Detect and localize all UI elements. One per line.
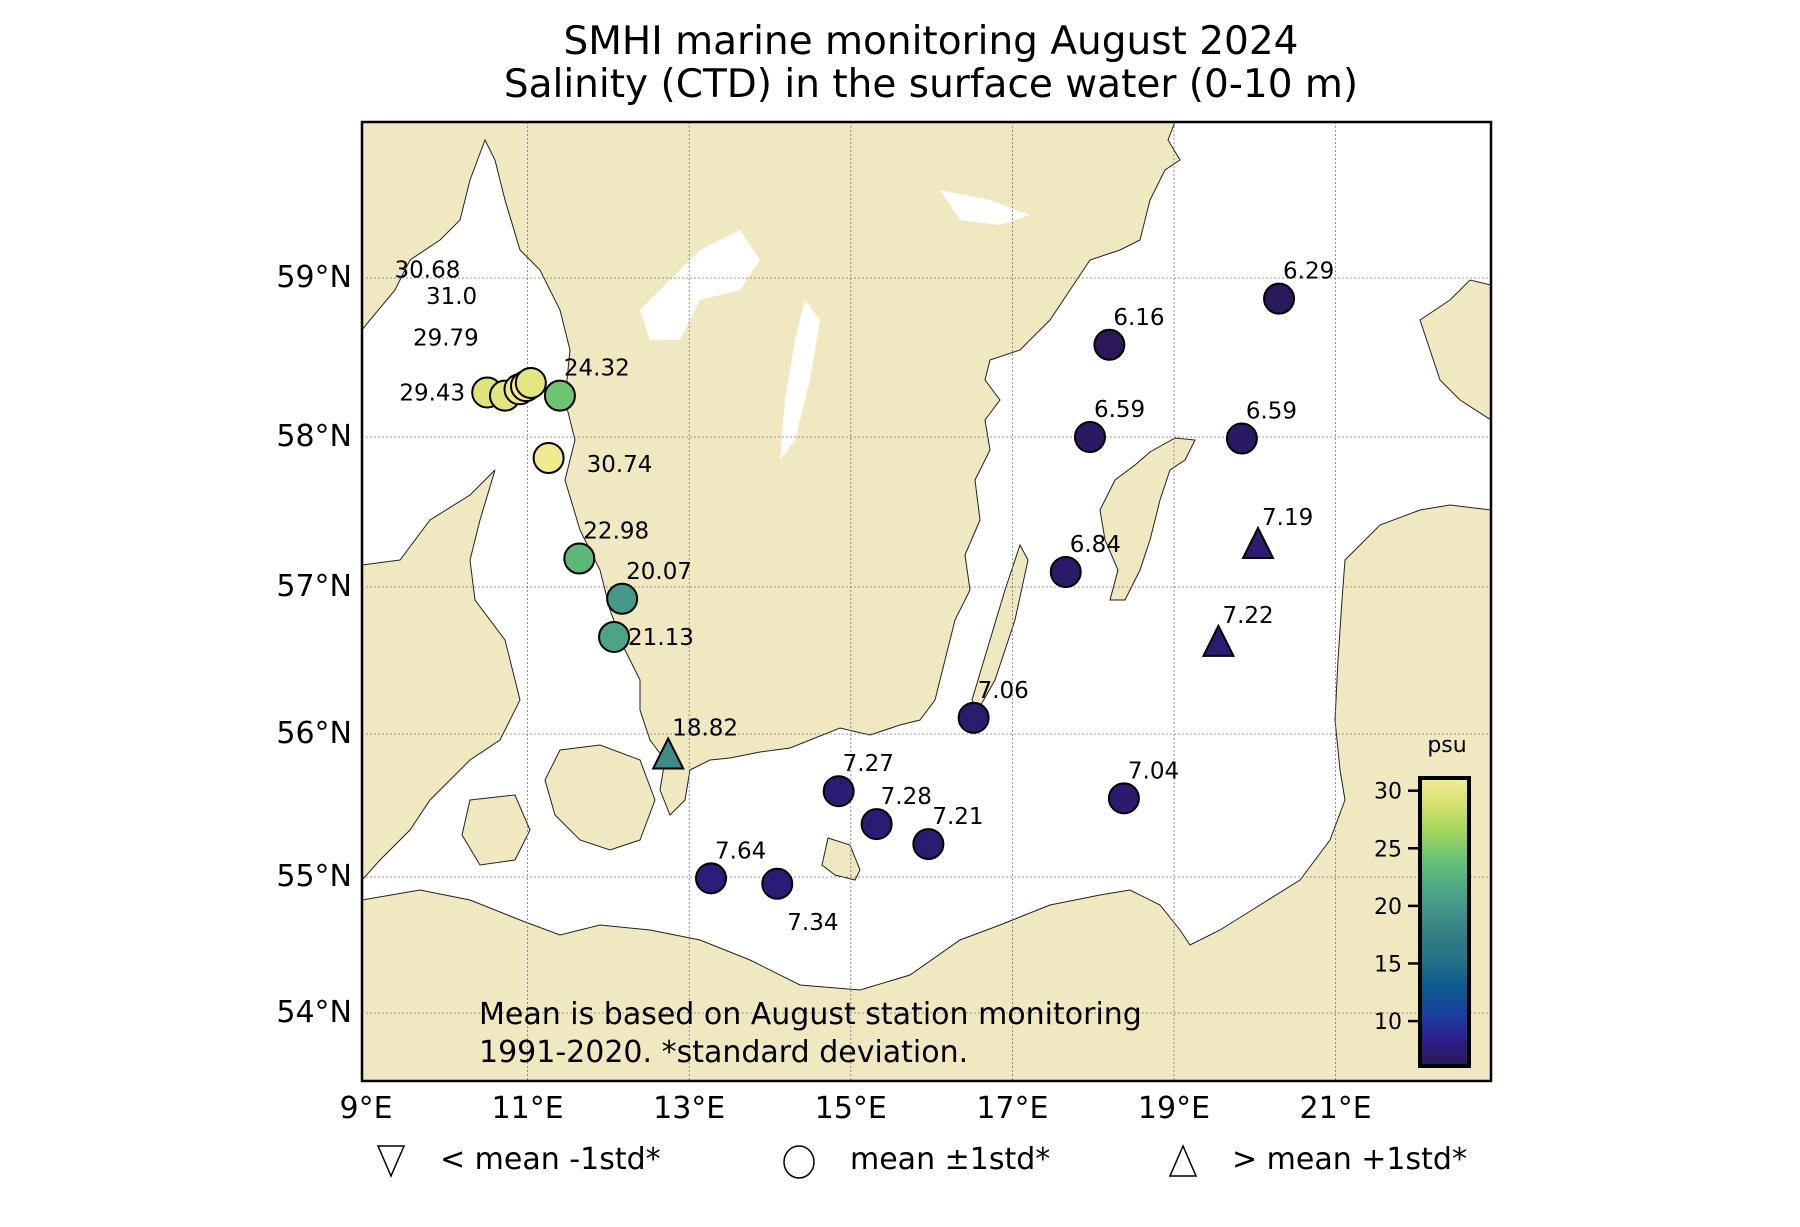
station-value-label: 18.82 — [672, 715, 738, 741]
colorbar-tick-label: 10 — [1374, 1010, 1402, 1035]
land-jutland — [362, 469, 521, 881]
station-value-label: 22.98 — [583, 519, 649, 545]
station-marker-circle — [1225, 422, 1258, 455]
y-tick-label: 57°N — [276, 569, 352, 604]
station-value-label: 6.59 — [1094, 397, 1145, 423]
x-tick-label: 19°E — [1137, 1091, 1211, 1126]
station-value-label: 6.16 — [1113, 305, 1164, 331]
triangle-up-icon — [1168, 1144, 1198, 1177]
note-line-1: Mean is based on August station monitori… — [479, 997, 1142, 1032]
station-value-label: 6.59 — [1246, 399, 1297, 425]
land-scandinavia — [362, 122, 1181, 816]
station-value-label: 29.79 — [413, 326, 479, 352]
land-bornholm — [821, 837, 861, 881]
colorbar-tick-label: 20 — [1374, 895, 1402, 920]
legend-label: > mean +1std* — [1232, 1142, 1467, 1177]
station-marker-circle — [1049, 556, 1082, 588]
station-value-label: 30.74 — [587, 452, 653, 478]
triangle-down-icon — [376, 1145, 406, 1178]
station-marker-circle — [598, 620, 631, 653]
note-line-2: 1991-2020. *standard deviation. — [479, 1035, 968, 1070]
station-value-label: 7.21 — [932, 804, 983, 830]
station-value-label: 7.19 — [1262, 505, 1313, 531]
station-marker-circle — [1263, 282, 1296, 315]
station-value-label: 20.07 — [626, 559, 692, 585]
station-value-label: 7.22 — [1222, 603, 1273, 629]
station-marker-triangle-up — [1241, 525, 1275, 559]
chart-title-line-2: Salinity (CTD) in the surface water (0-1… — [503, 62, 1359, 107]
station-marker-circle — [514, 366, 547, 399]
legend-item-above-mean: > mean +1std* — [1168, 1140, 1467, 1180]
station-markers: 6.29 6.16 6.59 6.59 7.19 6.84 7.22 7.06 7.04 7.27… — [395, 257, 1335, 936]
station-value-label: 29.43 — [399, 380, 465, 406]
land-baltic-states-north — [1419, 279, 1491, 421]
station-marker-circle — [1073, 421, 1106, 453]
legend-item-below-mean: < mean -1std* — [376, 1140, 661, 1180]
land-masses — [362, 122, 1491, 1081]
y-tick-label: 56°N — [276, 716, 352, 751]
station-value-label: 6.84 — [1070, 532, 1121, 558]
y-tick-label: 58°N — [276, 419, 352, 454]
y-tick-label: 54°N — [276, 995, 352, 1030]
station-marker-circle — [1093, 328, 1126, 361]
lake-malaren — [940, 190, 1030, 225]
station-marker-circle — [822, 775, 855, 808]
station-value-label: 7.28 — [881, 784, 932, 810]
x-tick-label: 17°E — [976, 1091, 1049, 1126]
colorbar-gradient — [1420, 778, 1469, 1066]
colorbar-tick-label: 30 — [1374, 780, 1402, 805]
lake-vattern — [780, 300, 820, 460]
station-value-label: 7.27 — [843, 751, 894, 777]
station-marker-circle — [543, 379, 576, 412]
map-frame — [360, 120, 1493, 1083]
circle-icon — [783, 1145, 815, 1179]
land-funen — [461, 794, 531, 866]
station-value-label: 7.64 — [715, 838, 766, 864]
station-value-label: 7.34 — [787, 910, 838, 936]
colorbar: psu 10 15 20 25 30 — [1374, 733, 1471, 1068]
station-marker-triangle-up — [1201, 623, 1236, 657]
station-marker-circle — [761, 867, 794, 900]
station-marker-circle — [563, 542, 596, 575]
colorbar-label: psu — [1427, 733, 1466, 758]
x-tick-label: 11°E — [491, 1091, 564, 1126]
station-value-label: 7.04 — [1128, 758, 1179, 784]
station-value-label: 31.0 — [426, 284, 477, 310]
station-marker-circle — [606, 582, 639, 615]
colorbar-tick-label: 15 — [1374, 952, 1402, 977]
station-value-label: 7.06 — [978, 678, 1029, 704]
colorbar-frame — [1418, 776, 1471, 1068]
legend-label: mean ±1std* — [850, 1142, 1051, 1177]
legend-label: < mean -1std* — [440, 1142, 661, 1177]
y-tick-label: 59°N — [276, 260, 352, 295]
legend-item-within-mean: mean ±1std* — [782, 1140, 1050, 1180]
chart-title-line-1: SMHI marine monitoring August 2024 — [563, 19, 1299, 64]
x-tick-label: 15°E — [814, 1091, 887, 1126]
station-marker-circle — [860, 808, 893, 841]
station-marker-triangle-up — [651, 736, 685, 770]
station-marker-circle — [912, 828, 945, 861]
station-value-label: 30.68 — [395, 257, 461, 283]
land-gotland — [1099, 437, 1196, 601]
x-tick-label: 9°E — [339, 1091, 393, 1126]
y-tick-label: 55°N — [276, 859, 352, 894]
x-tick-label: 21°E — [1299, 1091, 1372, 1126]
land-zealand — [544, 744, 656, 851]
colorbar-tick-label: 25 — [1374, 837, 1402, 862]
station-value-label: 24.32 — [564, 356, 630, 382]
station-value-label: 21.13 — [628, 625, 694, 651]
lake-vanern — [640, 230, 760, 340]
land-south-coast — [362, 504, 1491, 1081]
station-marker-circle — [532, 442, 565, 474]
station-marker-circle — [957, 701, 990, 734]
station-value-label: 6.29 — [1283, 259, 1334, 285]
station-marker-circle — [695, 862, 728, 895]
station-marker-circle — [1107, 782, 1140, 815]
grid-lines — [362, 122, 1491, 1081]
x-tick-label: 13°E — [653, 1091, 726, 1126]
